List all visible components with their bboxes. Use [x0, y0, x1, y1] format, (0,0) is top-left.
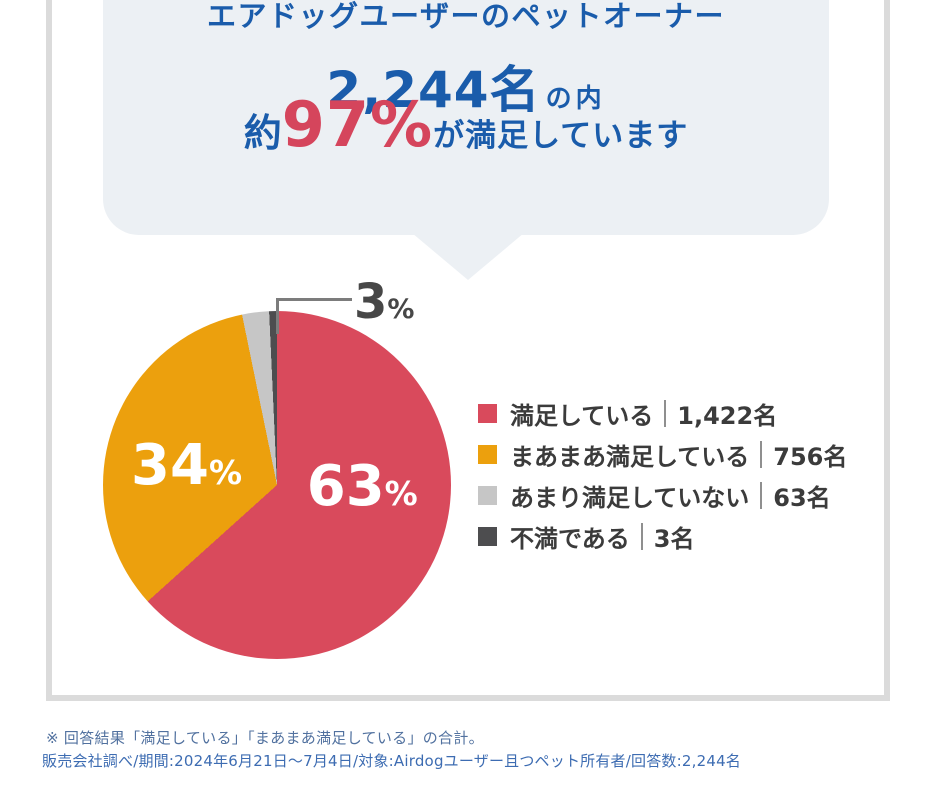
legend-row-somewhat-satisfied: まあまあ満足している 756名 — [478, 440, 847, 471]
pie-label-somewhat-satisfied: 34% — [131, 437, 243, 494]
bubble-title: エアドッグユーザーのペットオーナー — [207, 0, 725, 33]
legend-swatch-satisfied — [478, 403, 497, 423]
legend-swatch-dissatisfied — [478, 526, 497, 546]
bubble-count-line: 2,244名 の内 — [103, 50, 829, 122]
legend-label: 不満である — [510, 524, 630, 553]
legend-separator — [640, 522, 643, 550]
callout-line-vertical — [276, 298, 279, 334]
legend-swatch-not-satisfied — [478, 485, 497, 505]
callout-sign: % — [387, 294, 415, 325]
footnote-total-explanation: ※ 回答結果「満足している」「まあまあ満足している」の合計。 — [46, 729, 484, 747]
legend-row-dissatisfied: 不満である 3名 — [478, 522, 847, 553]
pie-label-satisfied-sign: % — [384, 473, 418, 513]
legend-separator — [760, 481, 763, 509]
legend-value: 63名 — [773, 483, 831, 512]
respondent-count-suffix: の内 — [545, 84, 606, 114]
legend-row-not-satisfied: あまり満足していない 63名 — [478, 481, 847, 512]
bubble-percent-line: 約97%が満足しています — [103, 88, 829, 161]
legend-label: あまり満足していない — [510, 483, 750, 512]
legend-value: 1,422名 — [677, 401, 778, 430]
callout-line-horizontal — [276, 298, 352, 301]
satisfaction-percent: 97% — [281, 88, 434, 161]
footnote-survey-details: 販売会社調べ/期間:2024年6月21日〜7月4日/対象:Airdogユーザー且… — [42, 752, 742, 770]
approx-prefix: 約 — [243, 111, 282, 155]
pie-chart — [103, 311, 451, 659]
pie-label-somewhat-sign: % — [208, 452, 243, 492]
legend-label: まあまあ満足している — [510, 442, 750, 471]
legend-separator — [760, 440, 763, 468]
pie-label-satisfied: 63% — [307, 458, 418, 515]
bubble-tail-pointer — [412, 233, 524, 280]
legend-value: 756名 — [773, 442, 848, 471]
legend-separator — [664, 399, 667, 427]
satisfaction-suffix: が満足しています — [433, 118, 689, 154]
legend-label: 満足している — [510, 401, 654, 430]
pie-label-satisfied-value: 63 — [306, 453, 385, 519]
legend: 満足している 1,422名 まあまあ満足している 756名 あまり満足していない… — [478, 399, 847, 565]
legend-swatch-somewhat — [478, 444, 497, 464]
respondent-count: 2,244名 — [326, 61, 541, 119]
pie-chart-area: 63% 34% — [103, 311, 451, 659]
legend-row-satisfied: 満足している 1,422名 — [478, 399, 847, 430]
pie-label-somewhat-value: 34 — [131, 432, 209, 498]
pie-callout-label: 3% — [354, 278, 414, 326]
summary-bubble: エアドッグユーザーのペットオーナー 2,244名 の内 約97%が満足しています — [103, 0, 829, 235]
callout-value: 3 — [354, 274, 388, 330]
legend-value: 3名 — [653, 524, 695, 553]
